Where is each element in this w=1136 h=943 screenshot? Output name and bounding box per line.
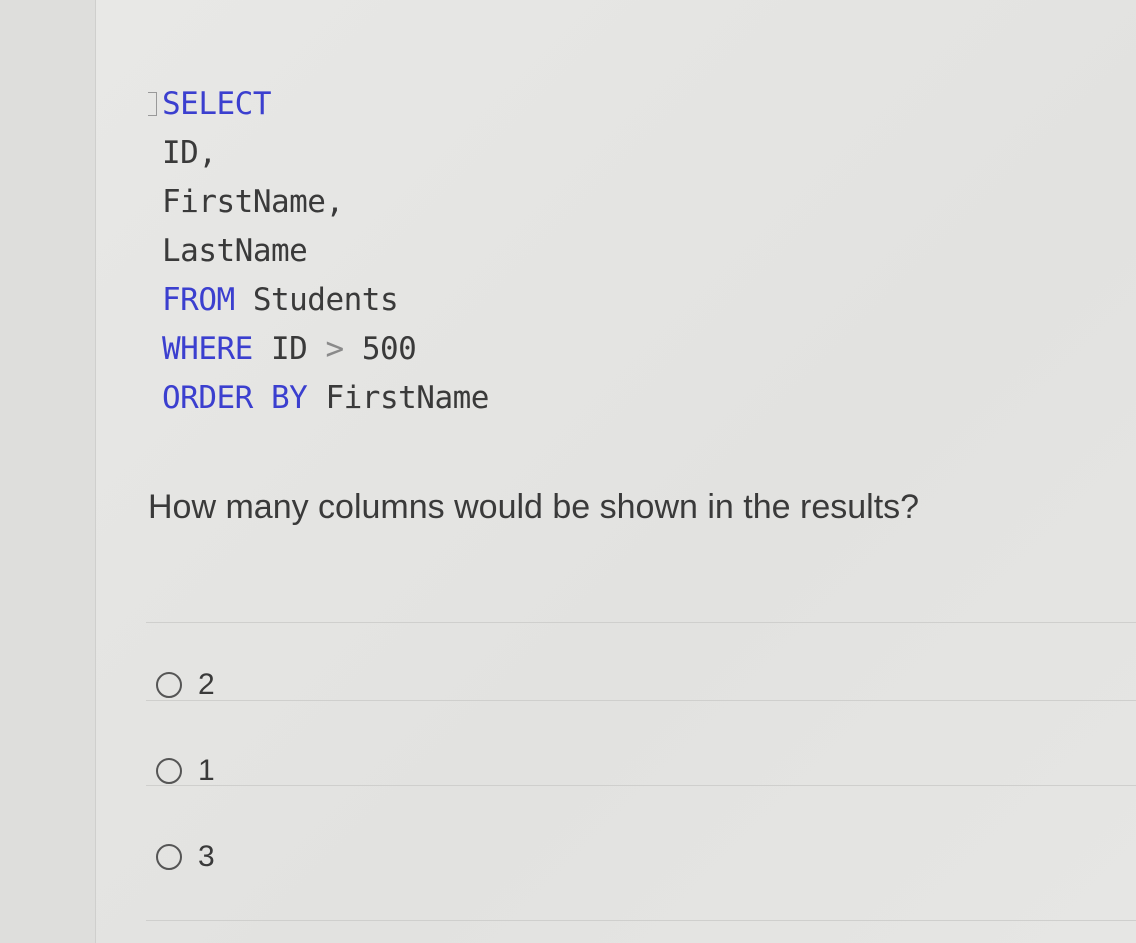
collapse-icon[interactable] [148, 92, 157, 116]
code-line: SELECT [162, 80, 489, 129]
option-label: 1 [198, 754, 215, 787]
answer-option[interactable]: 1 [156, 754, 215, 788]
divider [146, 920, 1136, 921]
code-line: ORDER BY FirstName [162, 374, 489, 423]
code-text: Students [234, 282, 399, 318]
keyword: SELECT [162, 86, 271, 122]
sql-code-block: SELECT ID, FirstName, LastName FROM Stud… [162, 80, 489, 423]
keyword: ORDER BY [162, 380, 308, 416]
code-text: ID, [162, 135, 217, 171]
radio-button[interactable] [156, 758, 182, 784]
code-text: FirstName, [162, 184, 344, 220]
left-margin [0, 0, 96, 943]
code-line: FirstName, [162, 178, 489, 227]
divider [146, 622, 1136, 623]
operator: > [325, 331, 344, 367]
code-line: ID, [162, 129, 489, 178]
code-text: FirstName [307, 380, 489, 416]
keyword: FROM [162, 282, 235, 318]
radio-button[interactable] [156, 672, 182, 698]
code-line: FROM Students [162, 276, 489, 325]
code-line: WHERE ID > 500 [162, 325, 489, 374]
radio-button[interactable] [156, 844, 182, 870]
code-text: LastName [162, 233, 308, 269]
code-text: ID [252, 331, 326, 367]
question-text: How many columns would be shown in the r… [148, 488, 920, 526]
answer-option[interactable]: 3 [156, 840, 215, 874]
code-line: LastName [162, 227, 489, 276]
option-label: 3 [198, 840, 215, 873]
keyword: WHERE [162, 331, 253, 367]
option-label: 2 [198, 668, 215, 701]
code-text: 500 [343, 331, 417, 367]
answer-option[interactable]: 2 [156, 668, 215, 702]
divider [146, 785, 1136, 786]
divider [146, 700, 1136, 701]
